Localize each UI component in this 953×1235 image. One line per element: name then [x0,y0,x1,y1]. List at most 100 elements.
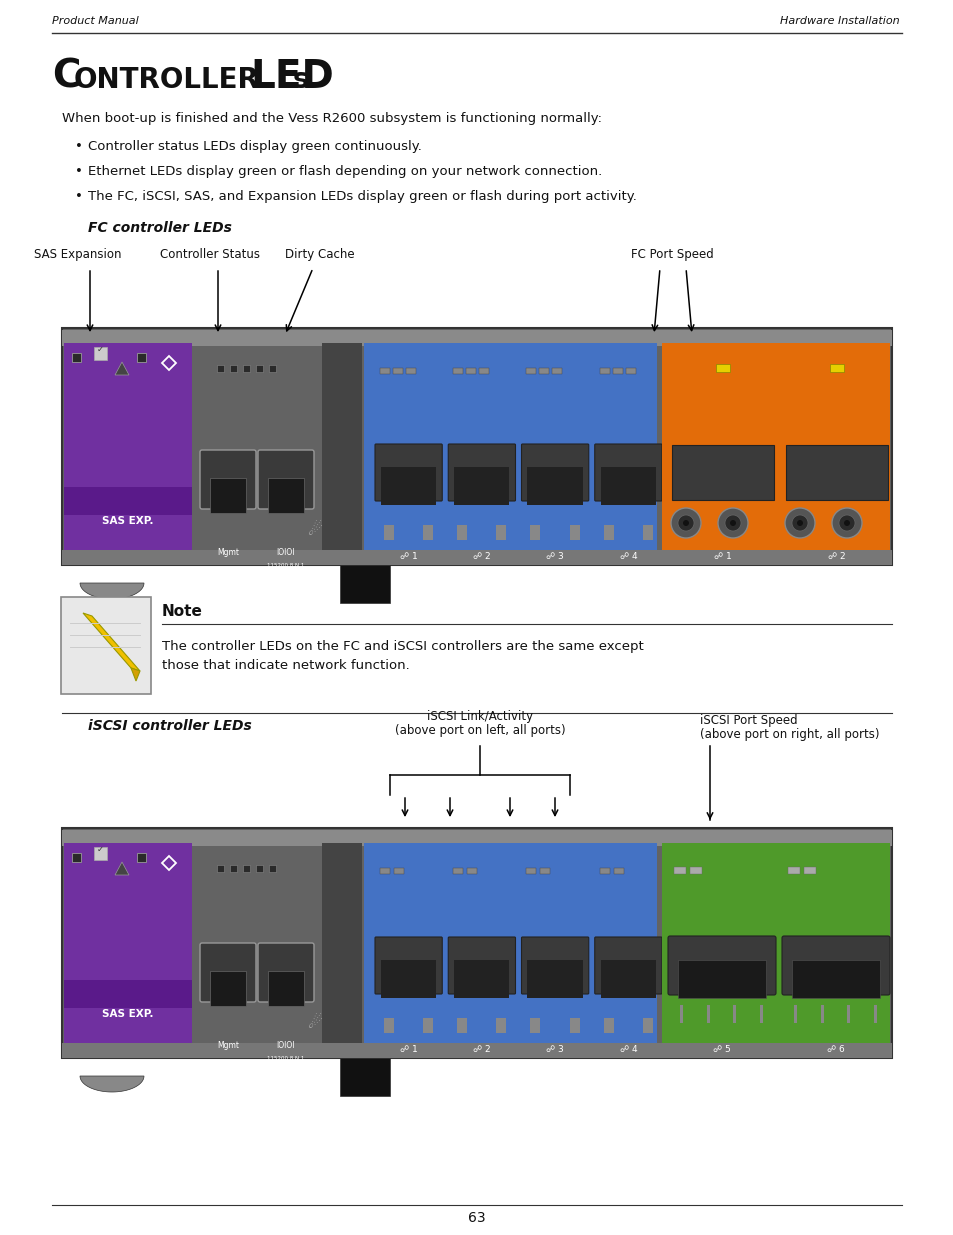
FancyBboxPatch shape [521,937,588,994]
Bar [380,467,436,505]
Text: SAS EXP.: SAS EXP. [102,1009,153,1019]
Bar [268,478,304,513]
Bar [423,1018,433,1032]
Bar [803,867,815,874]
Circle shape [796,520,802,526]
Text: ☄: ☄ [307,521,322,538]
Text: Controller status LEDs display green continuously.: Controller status LEDs display green con… [88,140,421,153]
Bar [526,368,536,374]
Bar [210,971,246,1007]
Text: ✓: ✓ [96,845,103,853]
Bar [62,1044,891,1058]
Text: iSCSI Link/Activity: iSCSI Link/Activity [427,710,533,722]
Bar [322,343,361,550]
Bar [793,1005,796,1023]
Bar [255,366,263,372]
Text: ✓: ✓ [96,345,103,354]
Bar [230,366,236,372]
Text: ☍ 3: ☍ 3 [546,1045,563,1053]
Text: FC controller LEDs: FC controller LEDs [88,221,232,235]
Bar [612,368,622,374]
Bar [829,364,843,372]
FancyBboxPatch shape [375,937,442,994]
Bar [64,844,192,1044]
Text: ☍ 1: ☍ 1 [399,1045,417,1053]
Text: ☍ 6: ☍ 6 [826,1045,844,1053]
Bar [384,525,394,540]
FancyBboxPatch shape [448,445,515,501]
Text: Controller Status: Controller Status [160,248,260,261]
Bar [268,971,304,1007]
Bar [530,525,540,540]
Bar [456,525,467,540]
Bar [603,525,613,540]
Bar [269,864,275,872]
Bar [423,525,433,540]
Bar [62,830,891,846]
FancyBboxPatch shape [781,936,889,995]
Text: SAS EXP.: SAS EXP. [102,516,153,526]
Text: Hardware Installation: Hardware Installation [780,16,899,26]
Bar [243,366,250,372]
Text: Mgmt: Mgmt [216,548,239,557]
Text: ☄: ☄ [307,1014,322,1032]
Text: (above port on right, all ports): (above port on right, all ports) [700,727,879,741]
Bar [679,1005,682,1023]
Bar [642,525,652,540]
Text: s: s [293,65,309,94]
Text: Mgmt: Mgmt [216,1041,239,1050]
Bar [216,864,224,872]
Bar [339,1058,390,1095]
Text: IOIOI: IOIOI [276,1041,294,1050]
Bar [599,868,609,874]
Text: •: • [75,140,83,153]
Bar [137,853,146,862]
Bar [873,1005,876,1023]
Text: ☍ 1: ☍ 1 [714,552,731,561]
Bar [785,445,887,500]
Bar [62,827,891,1058]
Bar [453,868,463,874]
Polygon shape [83,613,140,671]
FancyBboxPatch shape [594,445,661,501]
Text: ☍ 2: ☍ 2 [473,552,490,561]
Bar [230,864,236,872]
Polygon shape [80,583,144,599]
FancyBboxPatch shape [375,445,442,501]
Bar [379,868,390,874]
Bar [64,981,192,1008]
Bar [62,330,891,346]
Bar [393,368,402,374]
Bar [599,368,609,374]
Text: LED: LED [250,58,334,96]
Text: (above port on left, all ports): (above port on left, all ports) [395,724,565,737]
Circle shape [718,508,747,538]
Bar [64,487,192,515]
Bar [64,343,192,550]
Text: Dirty Cache: Dirty Cache [285,248,355,261]
Text: 115200 8 N 1: 115200 8 N 1 [267,563,304,568]
Bar [569,525,579,540]
Text: IOIOI: IOIOI [276,548,294,557]
Bar [552,368,562,374]
Bar [364,343,657,550]
Bar [733,1005,736,1023]
Bar [539,368,549,374]
Text: The controller LEDs on the FC and iSCSI controllers are the same except
those th: The controller LEDs on the FC and iSCSI … [162,640,643,672]
Bar [569,1018,579,1032]
Text: Note: Note [162,604,203,619]
FancyBboxPatch shape [594,937,661,994]
Text: ☍ 4: ☍ 4 [618,1045,637,1053]
Bar [526,868,536,874]
Bar [467,868,476,874]
Bar [820,1005,822,1023]
Text: ☍ 4: ☍ 4 [618,552,637,561]
Bar [62,550,891,564]
FancyBboxPatch shape [61,597,151,694]
Bar [760,1005,762,1023]
Bar [255,864,263,872]
FancyBboxPatch shape [257,944,314,1002]
Polygon shape [131,668,140,680]
Text: Ethernet LEDs display green or flash depending on your network connection.: Ethernet LEDs display green or flash dep… [88,165,601,178]
FancyBboxPatch shape [521,445,588,501]
